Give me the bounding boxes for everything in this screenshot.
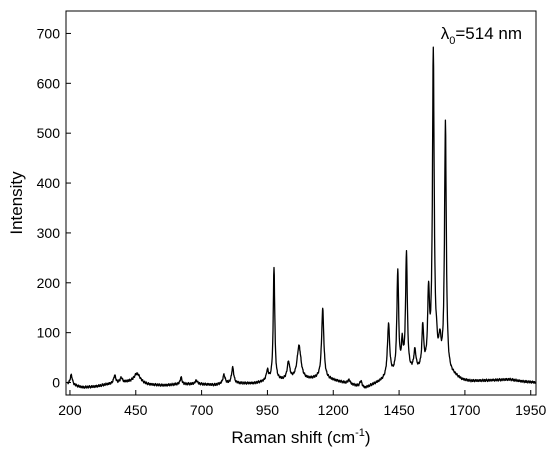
spectrum-line — [66, 46, 537, 389]
x-tick-label: 1700 — [449, 402, 480, 418]
x-tick-label: 700 — [190, 402, 214, 418]
x-tick-label: 1450 — [384, 402, 415, 418]
y-tick-label: 500 — [37, 125, 61, 141]
plot-frame — [65, 10, 537, 396]
y-tick-label: 700 — [37, 25, 61, 41]
y-tick-label: 400 — [37, 175, 61, 191]
annotation-wavelength: λ0=514 nm — [441, 24, 522, 47]
y-axis-title: Intensity — [7, 171, 26, 235]
y-tick-label: 300 — [37, 225, 61, 241]
x-tick-label: 950 — [256, 402, 280, 418]
y-tick-label: 200 — [37, 275, 61, 291]
x-axis-title: Raman shift (cm-1) — [231, 427, 370, 447]
x-tick-label: 1200 — [318, 402, 349, 418]
x-tick-label: 1950 — [515, 402, 546, 418]
x-tick-label: 200 — [58, 402, 82, 418]
y-axis-ticks: 0 100 200 300 400 500 600 700 — [37, 25, 71, 391]
x-axis-ticks: 200 450 700 950 1200 1450 1700 1950 — [58, 390, 547, 418]
y-tick-label: 0 — [52, 375, 60, 391]
x-tick-label: 450 — [124, 402, 148, 418]
y-tick-label: 600 — [37, 75, 61, 91]
y-tick-label: 100 — [37, 325, 61, 341]
